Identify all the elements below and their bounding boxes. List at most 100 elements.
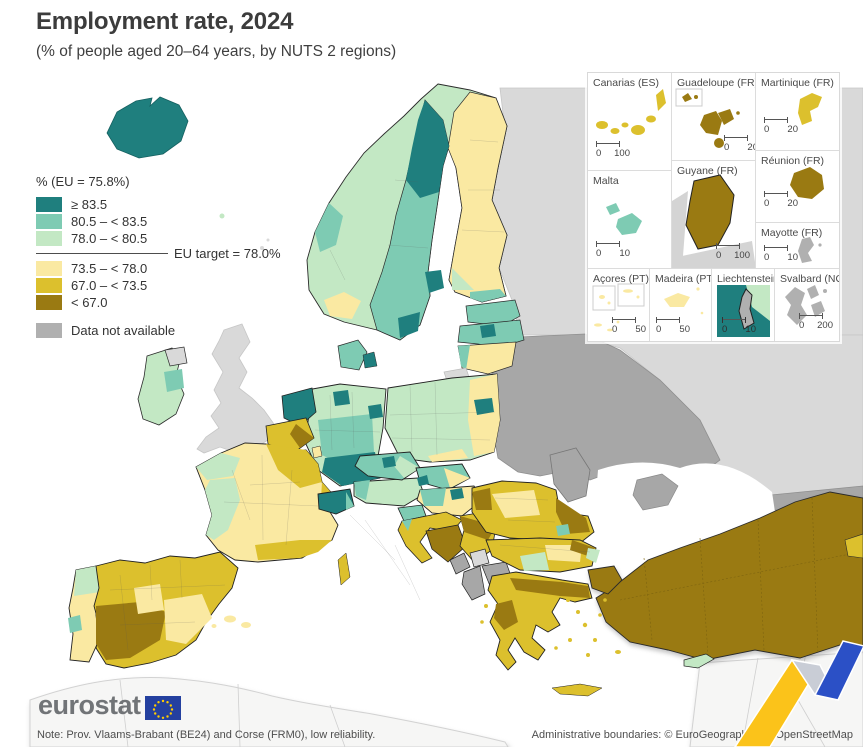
inset-label: Réunion (FR) <box>761 155 825 167</box>
inset-canarias: Canarias (ES) 0 100 <box>588 73 672 171</box>
spain <box>93 551 251 669</box>
spain-madrid <box>134 584 164 614</box>
finland-southwest <box>452 268 474 290</box>
faroe <box>219 213 225 219</box>
legend-label: 80.5 – < 83.5 <box>71 214 148 229</box>
inset-label: Mayotte (FR) <box>761 227 823 239</box>
eu-target-label: EU target = 78.0% <box>174 246 281 261</box>
inset-label: Guyane (FR) <box>677 165 738 177</box>
turkey-region-lines <box>619 497 861 656</box>
france-atlantic <box>205 478 240 540</box>
eu-flag-stars <box>152 699 173 719</box>
cyprus <box>683 653 715 669</box>
inset-label: Canarias (ES) <box>593 77 659 89</box>
inset-madeira: Madeira (PT) 0 50 <box>650 269 712 341</box>
legend-swatch <box>36 214 62 229</box>
legend-label-no-data: Data not available <box>71 323 176 338</box>
poland <box>384 373 501 463</box>
legend-swatch <box>36 295 62 310</box>
malta-map <box>606 203 642 235</box>
legend-label: 73.5 – < 78.0 <box>71 261 148 276</box>
czechia <box>354 451 421 481</box>
legend: % (EU = 75.8%) ≥ 83.5 80.5 – < 83.5 78.0… <box>36 174 336 339</box>
legend-swatch <box>36 278 62 293</box>
guadeloupe-map <box>675 88 740 148</box>
sweden-stockholm <box>425 270 444 293</box>
mayotte-map <box>798 237 822 263</box>
legend-label: < 67.0 <box>71 295 108 310</box>
belgium <box>265 417 315 455</box>
inset-mayotte: Mayotte (FR) 0 10 <box>756 223 839 269</box>
inset-label: Liechtenstein <box>717 273 775 285</box>
montenegro <box>449 552 471 575</box>
kosovo <box>469 548 490 568</box>
luxembourg <box>311 445 323 459</box>
poland-warsaw <box>474 398 494 415</box>
page-title: Employment rate, 2024 <box>36 8 294 35</box>
hungary-budapest <box>450 488 464 500</box>
legend-item: 80.5 – < 83.5 <box>36 213 336 230</box>
lithuania-west <box>458 345 470 370</box>
sweden-south <box>398 312 420 338</box>
inset-malta: Malta 0 10 <box>588 171 672 269</box>
legend-item: 73.5 – < 78.0 <box>36 260 336 277</box>
greece-north <box>510 578 590 598</box>
legend-no-data: Data not available <box>36 322 336 339</box>
legend-heading: % (EU = 75.8%) <box>36 174 130 189</box>
austria-west <box>354 480 370 500</box>
sweden-north <box>406 100 449 198</box>
legend-swatch <box>36 231 62 246</box>
albania <box>461 565 486 601</box>
hungary-west <box>420 488 446 506</box>
romania-west <box>472 488 492 510</box>
legend-label: 78.0 – < 80.5 <box>71 231 148 246</box>
portugal-north <box>74 566 100 596</box>
spain-southeast <box>164 594 212 644</box>
legend-above-target: ≥ 83.5 80.5 – < 83.5 78.0 – < 80.5 <box>36 196 336 247</box>
crete <box>551 683 603 697</box>
legend-item: < 67.0 <box>36 294 336 311</box>
ireland-east <box>164 369 184 392</box>
norway-south <box>324 292 361 319</box>
inset-reunion: Réunion (FR) 0 20 <box>756 151 839 223</box>
inset-label: Guadeloupe (FR) <box>677 77 756 89</box>
legend-item: ≥ 83.5 <box>36 196 336 213</box>
united-kingdom <box>196 323 275 454</box>
legend-label: ≥ 83.5 <box>71 197 108 212</box>
switzerland-east <box>346 492 354 510</box>
hungary <box>416 485 483 517</box>
belgium-east <box>290 424 314 448</box>
czechia-praha <box>382 456 396 468</box>
greece <box>480 571 621 697</box>
portugal-lisboa <box>68 615 82 633</box>
page-subtitle: (% of people aged 20–64 years, by NUTS 2… <box>36 43 397 60</box>
slovakia-bratislava <box>417 475 429 486</box>
inset-acores: Açores (PT) 0 50 <box>588 269 650 341</box>
greece-west <box>494 600 518 630</box>
france-south <box>255 540 332 560</box>
croatia-istria <box>402 519 412 531</box>
reunion-map <box>790 167 824 199</box>
inset-label: Martinique (FR) <box>761 77 834 89</box>
legend-item: 78.0 – < 80.5 <box>36 230 336 247</box>
slovakia <box>415 463 471 491</box>
ireland-island <box>137 346 188 426</box>
eu-target-line <box>36 253 168 254</box>
legend-swatch <box>36 261 62 276</box>
norway-west <box>315 203 343 252</box>
legend-item: 67.0 – < 73.5 <box>36 277 336 294</box>
legend-below-target: 73.5 – < 78.0 67.0 – < 73.5 < 67.0 <box>36 260 336 311</box>
switzerland <box>317 488 355 515</box>
balearics <box>224 615 236 623</box>
inset-liechtenstein: Liechtenstein 0 10 <box>712 269 775 341</box>
bosnia <box>425 524 467 563</box>
madeira-map <box>664 287 704 315</box>
nuts-lines <box>109 139 591 651</box>
romania-center <box>492 490 540 518</box>
inset-martinique: Martinique (FR) 0 20 <box>756 73 839 151</box>
legend-label: 67.0 – < 73.5 <box>71 278 148 293</box>
czechia-east <box>394 456 420 478</box>
corner-logo <box>734 640 863 747</box>
